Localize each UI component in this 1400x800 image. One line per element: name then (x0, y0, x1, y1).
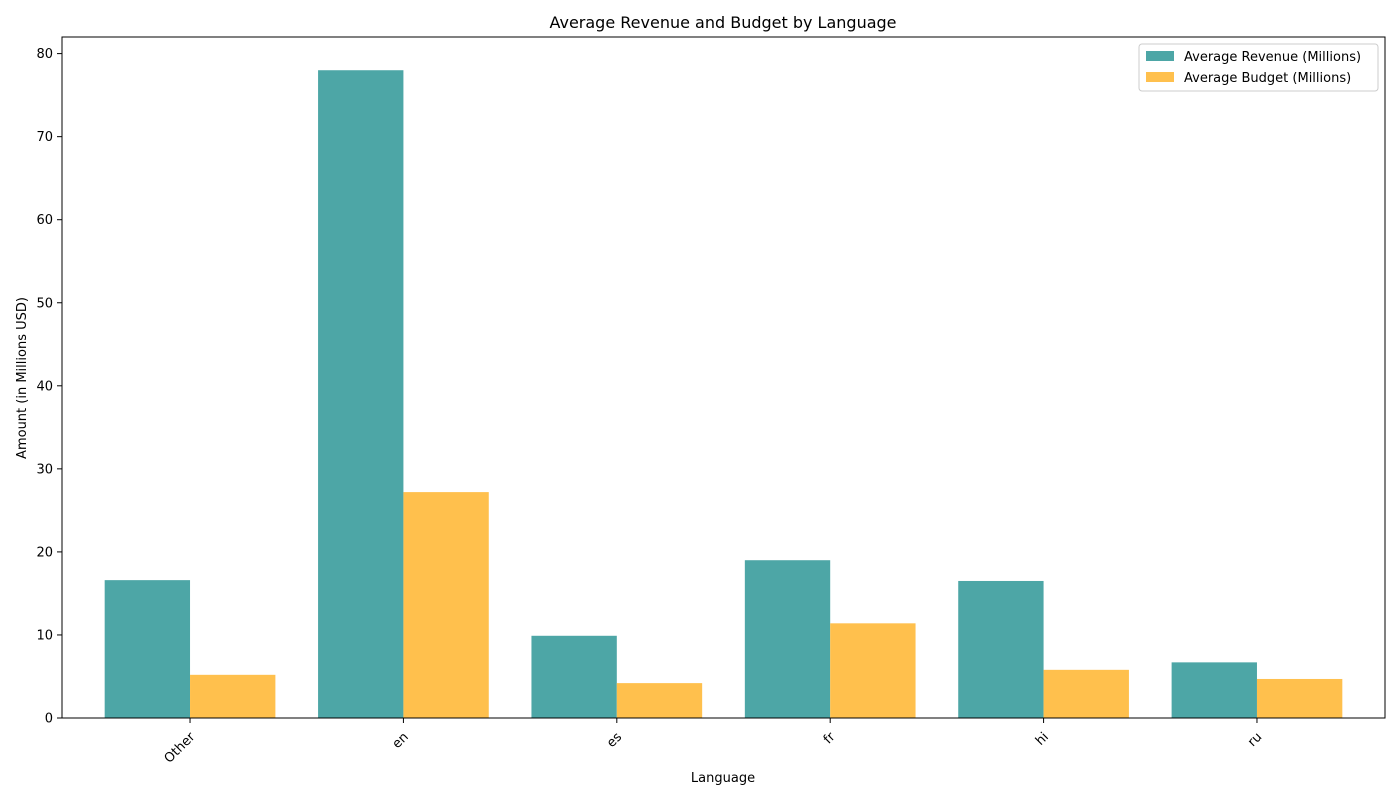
revenue-bar-other (104, 580, 191, 718)
axes-layer: 0 10 20 30 40 50 60 70 80 Other en es fr hi ru (36, 36, 1386, 766)
y-tick-label: 40 (36, 379, 53, 394)
x-tick-label: fr (821, 729, 839, 747)
y-axis-title: Amount (in Millions USD) (15, 297, 30, 459)
legend: Average Revenue (Millions) Average Budget… (1138, 43, 1379, 92)
legend-label: Average Budget (Millions) (1184, 71, 1351, 86)
x-tick-label: ru (1245, 730, 1265, 750)
x-tick-label: hi (1033, 730, 1052, 749)
bars-layer (104, 70, 1343, 719)
y-tick-label: 20 (36, 545, 53, 560)
revenue-bar-ru (1171, 662, 1257, 718)
y-tick-label: 70 (36, 130, 53, 145)
y-tick-label: 60 (36, 213, 53, 228)
legend-box (1138, 43, 1379, 92)
revenue-bar-es (531, 635, 617, 718)
revenue-bar-hi (958, 580, 1044, 718)
y-tick-label: 30 (36, 462, 53, 477)
legend-swatch (1146, 51, 1174, 61)
revenue-bar-fr (744, 560, 831, 718)
budget-bar-fr (830, 623, 916, 718)
plot-frame (61, 36, 1386, 719)
legend-swatch (1146, 72, 1174, 82)
chart-title: Average Revenue and Budget by Language (549, 13, 896, 32)
budget-bar-es (616, 683, 703, 718)
y-tick-label: 80 (36, 47, 53, 62)
revenue-bar-en (318, 70, 404, 719)
y-tick-label: 10 (36, 628, 53, 643)
budget-bar-ru (1256, 678, 1343, 718)
budget-bar-other (190, 674, 276, 718)
x-tick-label: Other (162, 729, 199, 766)
y-tick-label: 0 (45, 712, 53, 727)
legend-label: Average Revenue (Millions) (1184, 50, 1361, 65)
x-tick-label: en (390, 730, 412, 752)
x-axis-title: Language (691, 771, 755, 786)
budget-bar-hi (1043, 669, 1129, 718)
x-tick-label: es (604, 730, 625, 751)
budget-bar-en (403, 492, 489, 718)
y-tick-label: 50 (36, 296, 53, 311)
